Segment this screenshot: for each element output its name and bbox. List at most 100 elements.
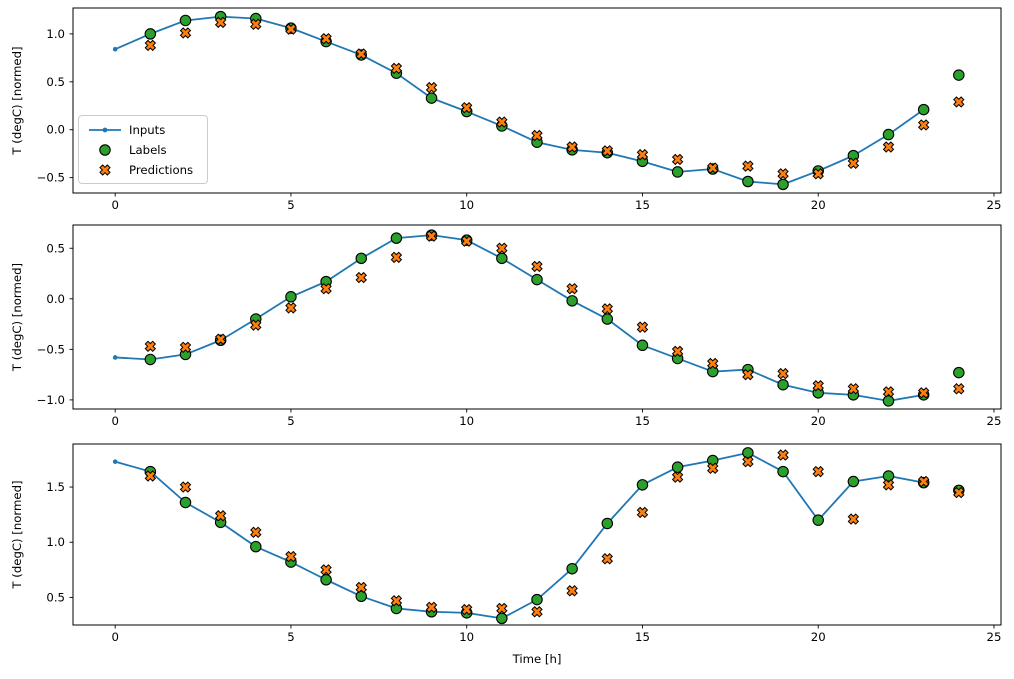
labels-point (601, 313, 614, 325)
predictions-point (847, 513, 860, 525)
labels-circle-icon (85, 142, 125, 158)
predictions-point (496, 242, 508, 254)
x-tick-label: 10 (459, 198, 474, 212)
predictions-point (601, 303, 614, 315)
labels-point (882, 128, 895, 141)
axes-spines (72, 224, 1002, 410)
y-tick-label: 1.5 (46, 480, 65, 494)
predictions-point (953, 96, 965, 108)
predictions-point (355, 581, 367, 594)
predictions-point (179, 27, 192, 39)
y-tick-label: 0.5 (46, 590, 65, 604)
labels-point (636, 479, 649, 491)
predictions-point (250, 526, 262, 539)
x-tick-label: 20 (811, 198, 826, 212)
legend-label-inputs: Inputs (129, 123, 166, 137)
predictions-point (953, 383, 965, 395)
predictions-point (636, 506, 649, 519)
labels-point (777, 465, 789, 478)
predictions-point (390, 594, 403, 607)
subplot-3: 0 5 10 15 20 25 1.5 1.0 0.5 T (degC) [normed] Time… (10, 443, 1002, 666)
predictions-point (566, 282, 578, 295)
predictions-point (636, 148, 649, 161)
predictions-point (742, 160, 754, 172)
predictions-point (742, 455, 754, 468)
y-axis-label: T (degC) [normed] (10, 263, 24, 372)
inputs-line (114, 451, 925, 620)
y-tick-label: −1.0 (37, 393, 65, 407)
predictions-point (320, 282, 332, 295)
predictions-point (671, 471, 684, 483)
labels-point (742, 447, 754, 459)
predictions-point (953, 486, 965, 499)
predictions-point (250, 319, 262, 331)
labels-point (917, 103, 930, 116)
x-tick-label: 0 (111, 630, 118, 644)
labels-point (285, 291, 297, 303)
predictions-point (812, 380, 824, 392)
predictions-point (144, 470, 157, 482)
predictions-point (707, 162, 719, 174)
predictions-point (917, 119, 930, 131)
labels-point (953, 69, 965, 81)
labels-point (601, 517, 614, 530)
labels-point (496, 252, 508, 265)
predictions-point (285, 550, 297, 563)
legend-label-labels: Labels (129, 143, 167, 157)
labels-point (531, 593, 543, 606)
predictions-point (917, 387, 930, 399)
subplot-1: 0 5 10 15 20 25 1.0 0.5 0.0 −0.5 T (degC) [normed] (10, 7, 1002, 212)
labels-point (179, 14, 192, 27)
axes-spines (72, 443, 1002, 626)
x-tick-label: 25 (987, 198, 1002, 212)
x-tick-label: 0 (111, 198, 118, 212)
y-tick-label: 1.0 (46, 27, 65, 41)
labels-point (671, 166, 684, 178)
predictions-point (882, 141, 895, 153)
x-tick-label: 5 (287, 198, 294, 212)
predictions-point (566, 141, 578, 153)
labels-point (742, 175, 754, 188)
predictions-point (460, 235, 473, 247)
predictions-point (566, 585, 578, 597)
labels-point (566, 295, 578, 307)
labels-point (707, 365, 719, 378)
x-tick-label: 0 (111, 414, 118, 428)
predictions-point (144, 39, 157, 52)
predictions-point (390, 62, 403, 75)
predictions-point (425, 230, 438, 242)
labels-point (179, 496, 192, 509)
y-axis-label: T (degC) [normed] (10, 480, 24, 589)
predictions-point (707, 357, 719, 370)
predictions-point (460, 603, 473, 616)
predictions-point (496, 602, 508, 615)
predictions-point (601, 553, 614, 565)
x-tick-label: 20 (811, 630, 826, 644)
x-tick-label: 10 (459, 414, 474, 428)
predictions-point (496, 116, 508, 128)
labels-point (531, 273, 543, 286)
x-tick-label: 5 (287, 630, 294, 644)
predictions-point (390, 251, 403, 264)
predictions-x-icon (85, 162, 125, 178)
labels-point (320, 573, 332, 586)
labels-point (250, 540, 262, 553)
legend-label-predictions: Predictions (129, 163, 194, 177)
labels-point (425, 92, 438, 104)
x-tick-label: 5 (287, 414, 294, 428)
labels-point (390, 232, 403, 244)
y-tick-label: −0.5 (37, 342, 65, 356)
y-tick-label: 0.5 (46, 241, 65, 255)
predictions-point (742, 368, 754, 381)
y-tick-label: 0.0 (46, 123, 65, 137)
predictions-point (250, 18, 262, 31)
predictions-point (425, 601, 438, 614)
legend-item-labels: Labels (85, 140, 207, 160)
labels-point (144, 353, 157, 366)
y-tick-label: 0.5 (46, 75, 65, 89)
x-tick-label: 10 (459, 630, 474, 644)
labels-point (953, 366, 965, 379)
predictions-point (285, 23, 297, 35)
